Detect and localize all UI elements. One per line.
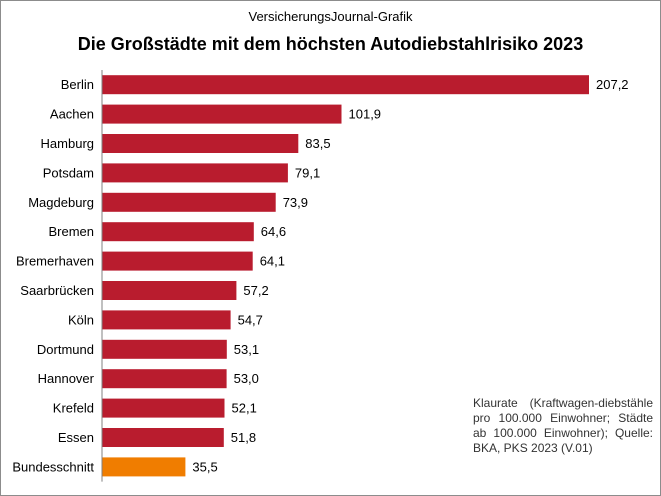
category-label: Aachen: [50, 107, 94, 122]
value-label: 53,0: [234, 371, 259, 386]
category-label: Hannover: [38, 371, 95, 386]
value-label: 64,1: [260, 254, 285, 269]
category-label: Dortmund: [37, 342, 94, 357]
value-label: 101,9: [349, 107, 382, 122]
value-label: 207,2: [596, 77, 629, 92]
value-label: 73,9: [283, 195, 308, 210]
category-label: Essen: [58, 430, 94, 445]
bar-potsdam: [102, 163, 288, 183]
bar-dortmund: [102, 339, 227, 359]
bar-hamburg: [102, 134, 299, 153]
chart-supertitle: VersicherungsJournal-Grafik: [248, 9, 413, 24]
value-label: 57,2: [243, 283, 268, 298]
value-label: 54,7: [238, 312, 263, 327]
category-label: Potsdam: [43, 165, 94, 180]
bar-krefeld: [102, 398, 225, 418]
bar-köln: [102, 310, 231, 330]
bar-bundesschnitt: [102, 457, 186, 477]
category-label: Bremerhaven: [16, 254, 94, 269]
category-label: Berlin: [61, 77, 94, 92]
value-label: 64,6: [261, 224, 286, 239]
bars-group: [102, 75, 589, 477]
category-label: Bundesschnitt: [12, 459, 94, 474]
value-labels-group: 207,2 101,9 83,5 79,1 73,9 64,6 64,1 57,2 54,7 53…: [192, 77, 628, 474]
category-label: Saarbrücken: [20, 283, 94, 298]
bar-hannover: [102, 369, 227, 389]
category-labels-group: Berlin Aachen Hamburg Potsdam Magdeburg Breme…: [12, 77, 94, 474]
bar-aachen: [102, 104, 342, 124]
bar-berlin: [102, 75, 589, 95]
bar-bremen: [102, 222, 254, 242]
bar-magdeburg: [102, 192, 276, 212]
bar-saarbrücken: [102, 281, 237, 300]
value-label: 53,1: [234, 342, 259, 357]
source-note: Klaurate (Kraftwagen-diebstähle pro 100.…: [473, 396, 653, 455]
category-label: Hamburg: [41, 136, 94, 151]
category-label: Magdeburg: [28, 195, 94, 210]
category-label: Krefeld: [53, 401, 94, 416]
bar-bremerhaven: [102, 251, 253, 271]
value-label: 52,1: [232, 401, 257, 416]
value-label: 35,5: [192, 459, 217, 474]
category-label: Bremen: [48, 224, 94, 239]
value-label: 51,8: [231, 430, 256, 445]
value-label: 79,1: [295, 165, 320, 180]
bar-essen: [102, 428, 224, 447]
value-label: 83,5: [305, 136, 330, 151]
chart-title: Die Großstädte mit dem höchsten Autodieb…: [77, 34, 584, 54]
category-label: Köln: [68, 312, 94, 327]
